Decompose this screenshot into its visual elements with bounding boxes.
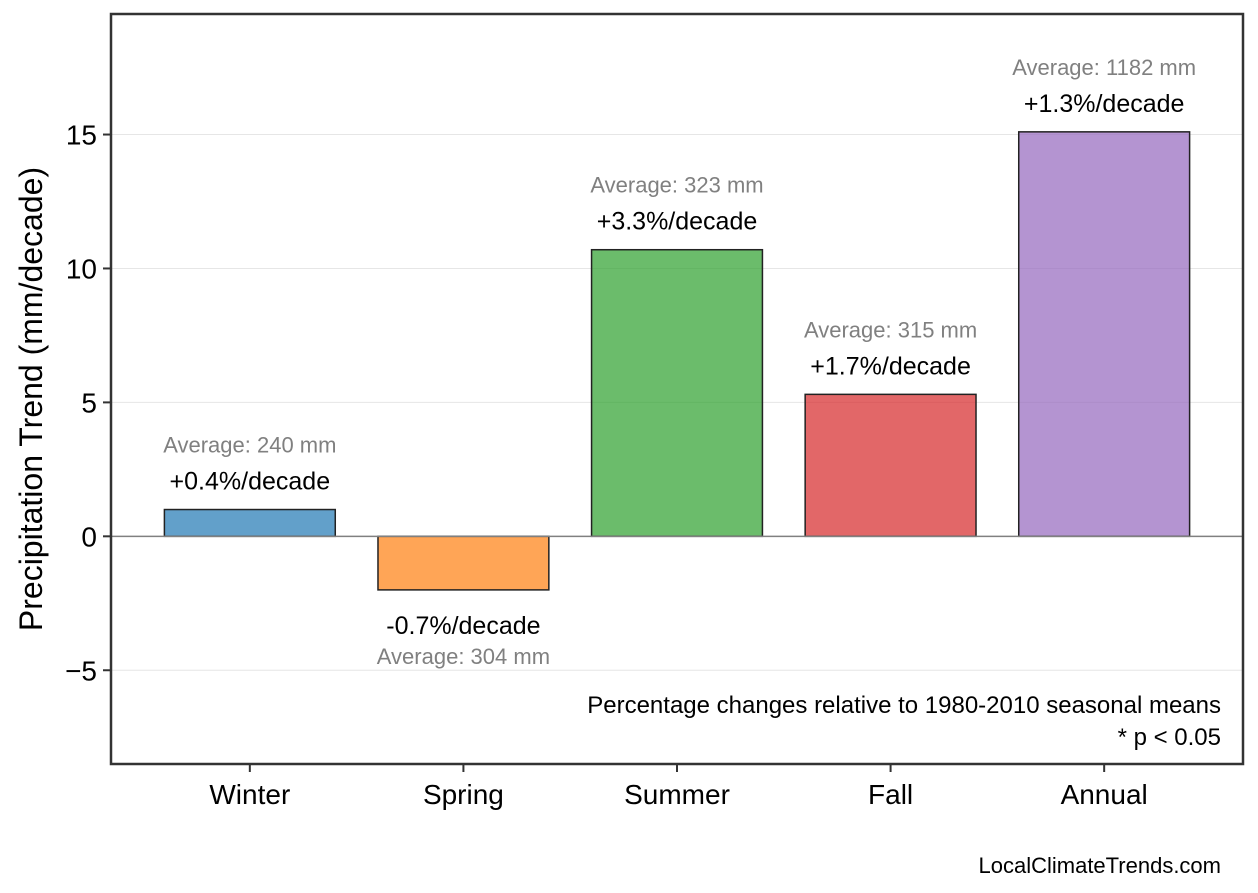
bar-labels: +0.4%/decade Average: 240 mm -0.7%/decade A… xyxy=(163,55,1196,669)
avg-label-spring: Average: 304 mm xyxy=(377,644,550,669)
y-tick-label: 10 xyxy=(66,253,97,284)
bar-annual xyxy=(1017,131,1191,538)
x-tick-label-annual: Annual xyxy=(1061,779,1148,810)
avg-label-annual: Average: 1182 mm xyxy=(1012,55,1196,80)
y-tick-label: 15 xyxy=(66,120,97,151)
bar-fall xyxy=(804,393,977,538)
y-tick-label: 0 xyxy=(81,521,97,552)
source-credit: LocalClimateTrends.com xyxy=(979,853,1222,878)
pct-label-winter: +0.4%/decade xyxy=(170,468,331,496)
pct-label-fall: +1.7%/decade xyxy=(810,352,971,380)
note-significance: * p < 0.05 xyxy=(1118,724,1221,751)
x-tick-label-fall: Fall xyxy=(868,779,913,810)
y-tick-label: 5 xyxy=(81,387,97,418)
y-axis-label: Precipitation Trend (mm/decade) xyxy=(13,167,49,631)
x-tick-label-summer: Summer xyxy=(624,779,730,810)
pct-label-annual: +1.3%/decade xyxy=(1024,90,1185,118)
bar-winter xyxy=(163,508,337,538)
note-percentage-changes: Percentage changes relative to 1980-2010… xyxy=(587,692,1221,719)
avg-label-summer: Average: 323 mm xyxy=(590,173,763,198)
x-axis-ticks: Winter Spring Summer Fall Annual xyxy=(209,764,1148,810)
avg-label-winter: Average: 240 mm xyxy=(163,433,336,458)
avg-label-fall: Average: 315 mm xyxy=(804,317,977,342)
bar-summer xyxy=(590,248,764,538)
x-tick-label-winter: Winter xyxy=(209,779,290,810)
x-tick-label-spring: Spring xyxy=(423,779,504,810)
bar-spring xyxy=(377,535,550,591)
y-tick-label: −5 xyxy=(65,655,97,686)
pct-label-spring: -0.7%/decade xyxy=(386,612,540,640)
y-axis-ticks: −5 0 5 10 15 xyxy=(65,120,111,686)
bars xyxy=(163,131,1191,591)
pct-label-summer: +3.3%/decade xyxy=(597,208,758,236)
